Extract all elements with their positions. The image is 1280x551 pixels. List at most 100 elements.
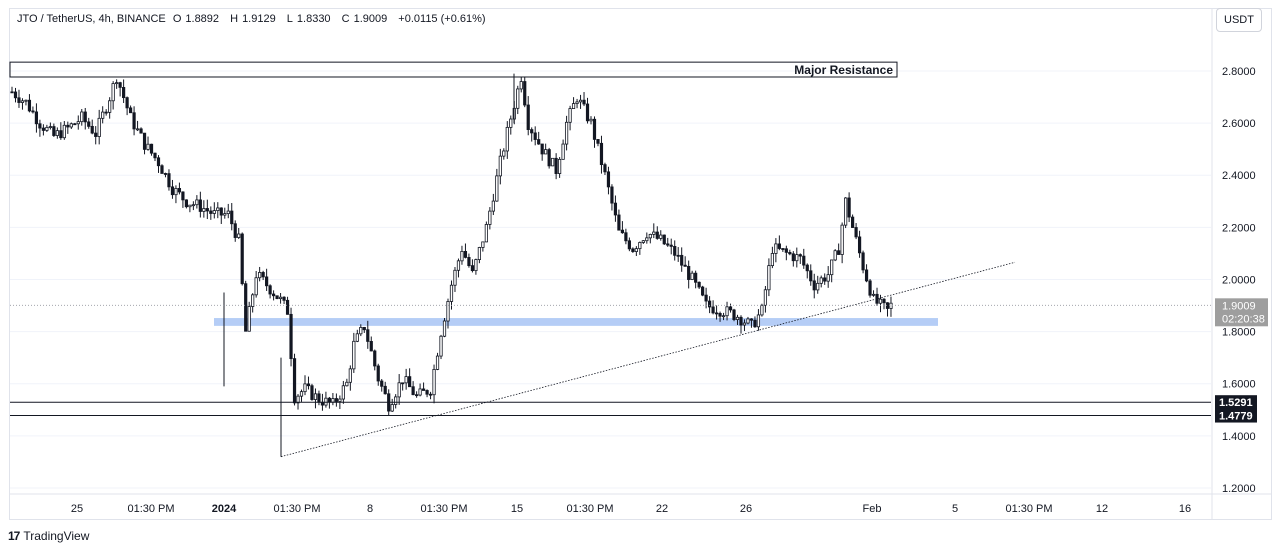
candle-body[interactable]	[421, 388, 426, 391]
candle-body[interactable]	[777, 243, 781, 249]
candle-body[interactable]	[303, 383, 307, 393]
candle-body[interactable]	[415, 394, 419, 397]
candle-body[interactable]	[502, 150, 506, 157]
candle-body[interactable]	[833, 250, 837, 261]
candle-body[interactable]	[474, 259, 478, 272]
candle-body[interactable]	[687, 265, 691, 280]
candle-body[interactable]	[823, 277, 827, 282]
candle-body[interactable]	[24, 99, 28, 102]
candle-body[interactable]	[728, 306, 733, 311]
candle-body[interactable]	[732, 309, 736, 320]
candle-body[interactable]	[558, 158, 562, 174]
candle-body[interactable]	[59, 130, 63, 139]
candle-body[interactable]	[408, 376, 412, 388]
candle-body[interactable]	[498, 155, 502, 177]
candle-body[interactable]	[683, 264, 687, 267]
candle-body[interactable]	[296, 395, 300, 404]
candle-body[interactable]	[610, 186, 614, 204]
candle-body[interactable]	[739, 316, 743, 326]
candle-body[interactable]	[299, 391, 304, 397]
candle-body[interactable]	[467, 257, 471, 267]
candle-body[interactable]	[167, 173, 171, 188]
candle-body[interactable]	[160, 165, 164, 174]
candle-body[interactable]	[809, 270, 813, 282]
level-price-badge[interactable]	[1215, 395, 1257, 410]
candle-body[interactable]	[237, 233, 241, 238]
candle-body[interactable]	[767, 265, 771, 291]
candle-body[interactable]	[844, 197, 848, 226]
candle-body[interactable]	[265, 276, 269, 287]
candle-body[interactable]	[495, 175, 499, 202]
candle-body[interactable]	[142, 132, 147, 150]
candle-body[interactable]	[795, 254, 799, 262]
candle-body[interactable]	[666, 243, 670, 246]
candle-body[interactable]	[275, 295, 279, 300]
candle-body[interactable]	[749, 318, 754, 321]
candle-body[interactable]	[589, 118, 593, 122]
candle-body[interactable]	[418, 388, 422, 396]
candle-body[interactable]	[181, 191, 185, 201]
candle-body[interactable]	[271, 293, 276, 297]
candle-body[interactable]	[516, 88, 520, 109]
candle-body[interactable]	[345, 381, 349, 387]
candle-body[interactable]	[66, 124, 70, 128]
candle-body[interactable]	[596, 139, 600, 144]
symbol-title[interactable]: JTO / TetherUS, 4h, BINANCE	[17, 13, 166, 25]
candle-body[interactable]	[603, 164, 607, 173]
candle-body[interactable]	[401, 382, 405, 385]
candle-body[interactable]	[52, 126, 56, 136]
candle-body[interactable]	[519, 81, 523, 90]
candle-body[interactable]	[90, 125, 94, 134]
candle-body[interactable]	[774, 243, 778, 254]
candle-body[interactable]	[87, 121, 91, 127]
candle-body[interactable]	[362, 327, 366, 331]
candle-body[interactable]	[428, 393, 433, 396]
candle-body[interactable]	[889, 302, 893, 309]
candle-body[interactable]	[760, 304, 764, 316]
candle-body[interactable]	[617, 214, 621, 231]
candle-body[interactable]	[104, 111, 108, 114]
candle-body[interactable]	[851, 216, 855, 228]
candle-body[interactable]	[244, 283, 248, 332]
candle-body[interactable]	[411, 386, 415, 396]
candle-body[interactable]	[38, 123, 42, 129]
candle-body[interactable]	[285, 299, 290, 315]
candle-body[interactable]	[819, 277, 823, 284]
candle-body[interactable]	[784, 248, 788, 253]
candle-body[interactable]	[369, 341, 373, 352]
candle-body[interactable]	[837, 250, 841, 255]
candle-body[interactable]	[376, 365, 380, 382]
candle-body[interactable]	[125, 97, 129, 109]
currency-unit-button[interactable]: USDT	[1216, 8, 1262, 32]
candle-body[interactable]	[582, 99, 586, 105]
candle-body[interactable]	[230, 210, 234, 225]
candle-body[interactable]	[540, 143, 544, 155]
candle-body[interactable]	[390, 404, 394, 412]
candle-body[interactable]	[673, 246, 677, 256]
candle-body[interactable]	[680, 254, 684, 266]
candle-body[interactable]	[355, 333, 359, 342]
candle-body[interactable]	[128, 107, 133, 114]
candle-body[interactable]	[694, 272, 698, 283]
candle-body[interactable]	[352, 340, 356, 370]
candle-body[interactable]	[97, 117, 101, 137]
candle-body[interactable]	[599, 142, 604, 166]
candle-body[interactable]	[826, 274, 830, 282]
candle-body[interactable]	[310, 385, 314, 400]
candle-body[interactable]	[94, 132, 98, 137]
candle-body[interactable]	[334, 398, 338, 402]
candle-body[interactable]	[184, 199, 188, 208]
candle-body[interactable]	[320, 401, 325, 406]
candle-body[interactable]	[191, 204, 195, 207]
candle-body[interactable]	[641, 240, 645, 243]
candle-body[interactable]	[868, 280, 872, 296]
candle-body[interactable]	[55, 130, 59, 136]
candle-body[interactable]	[45, 126, 49, 131]
candle-body[interactable]	[533, 132, 537, 140]
candle-body[interactable]	[446, 301, 450, 322]
candle-body[interactable]	[840, 224, 844, 255]
candle-body[interactable]	[216, 207, 220, 211]
candle-body[interactable]	[477, 247, 481, 260]
candle-body[interactable]	[763, 289, 768, 306]
candle-body[interactable]	[198, 199, 202, 212]
